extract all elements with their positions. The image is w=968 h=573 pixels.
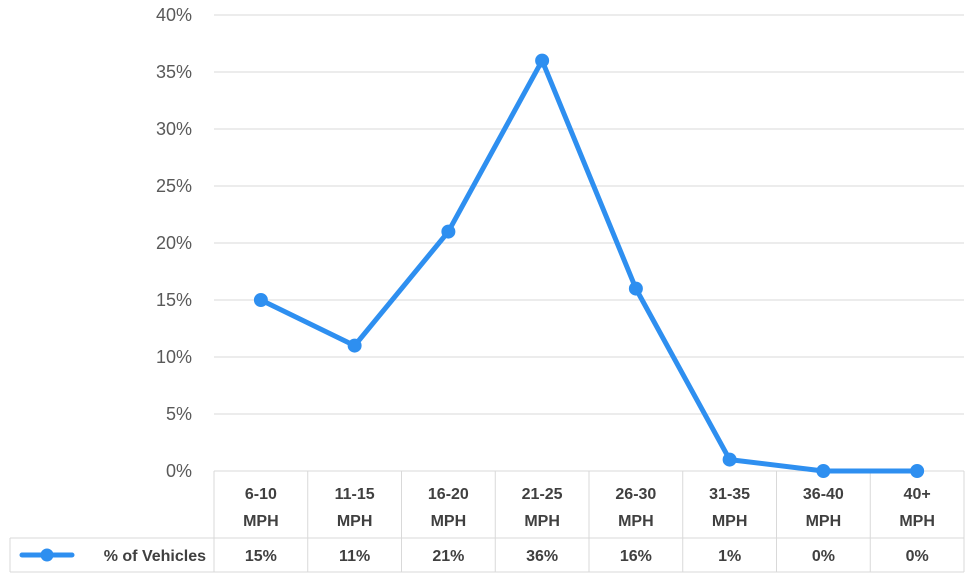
gridlines <box>214 14 964 415</box>
x-category-label: MPH <box>431 513 467 530</box>
data-point <box>628 281 643 296</box>
table-value-label: 16% <box>620 548 652 565</box>
x-category-label: 40+ <box>904 486 931 503</box>
x-category-label: MPH <box>618 513 654 530</box>
x-category-label: MPH <box>806 513 842 530</box>
x-category-label: 21-25 <box>522 486 563 503</box>
y-tick-label: 5% <box>166 404 192 424</box>
data-point <box>253 293 268 307</box>
data-point <box>535 53 550 68</box>
x-category-label: 36-40 <box>803 486 844 503</box>
data-point <box>910 464 925 478</box>
data-point <box>816 464 831 478</box>
y-tick-label: 15% <box>156 290 192 310</box>
x-category-label: MPH <box>524 513 560 530</box>
y-tick-label: 35% <box>156 62 192 82</box>
x-category-label: MPH <box>899 513 935 530</box>
x-category-label: 11-15 <box>335 486 375 503</box>
y-tick-label: 40% <box>156 5 192 25</box>
table-value-label: 21% <box>432 548 464 565</box>
y-tick-label: 30% <box>156 119 192 139</box>
x-category-label: 16-20 <box>428 486 469 503</box>
series-line <box>258 58 920 474</box>
data-table: 6-10 MPH 15% 11-15 MPH 11% 16-20 MPH 21% 21-25 MPH… <box>9 470 965 573</box>
y-tick-label: 20% <box>156 233 192 253</box>
table-value-label: 36% <box>526 548 558 565</box>
table-value-label: 11% <box>339 548 370 565</box>
y-tick-label: 10% <box>156 347 192 367</box>
y-axis: 0% 5% 10% 15% 20% 25% 30% 35% 40% <box>156 5 192 481</box>
data-point <box>722 452 737 467</box>
table-value-label: 15% <box>245 548 277 565</box>
x-category-label: 31-35 <box>709 486 750 503</box>
table-value-label: 1% <box>718 548 741 565</box>
data-point <box>441 224 456 239</box>
x-category-label: MPH <box>337 513 373 530</box>
legend-marker <box>40 548 54 562</box>
table-value-label: 0% <box>906 548 929 565</box>
legend-label: % of Vehicles <box>104 548 206 565</box>
x-category-label: 6-10 <box>245 486 277 503</box>
x-category-label: MPH <box>712 513 748 530</box>
table-value-label: 0% <box>812 548 835 565</box>
y-tick-label: 25% <box>156 176 192 196</box>
x-category-label: MPH <box>243 513 279 530</box>
x-category-label: 26-30 <box>615 486 656 503</box>
data-point <box>347 338 362 353</box>
series-layer <box>253 53 925 478</box>
y-tick-label: 0% <box>166 461 192 481</box>
